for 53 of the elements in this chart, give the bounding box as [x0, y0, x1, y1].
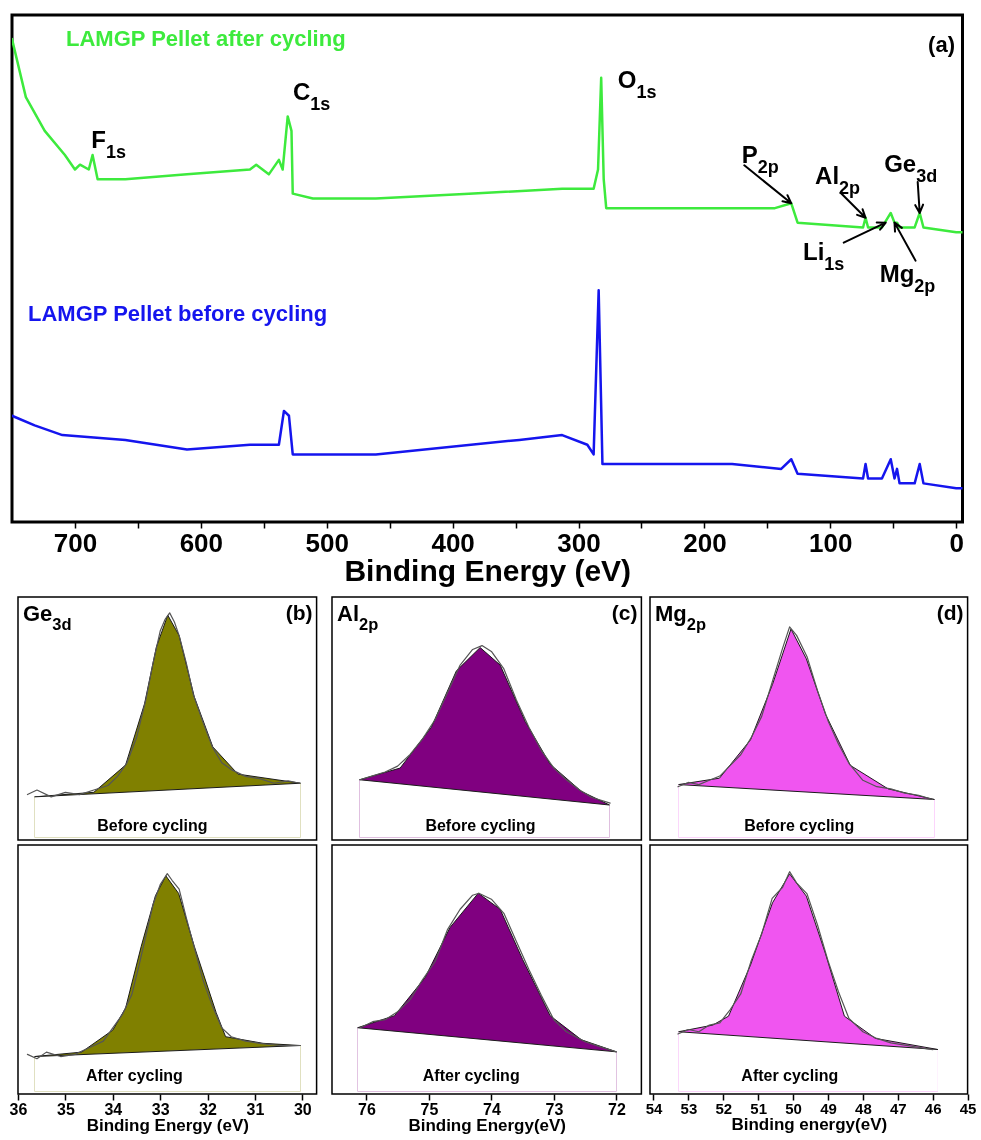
x-tick-label: 600: [179, 527, 224, 558]
annotation: Before cycling: [743, 817, 854, 834]
x-tick-label: 75: [420, 1101, 438, 1119]
annotation: (b): [285, 601, 313, 624]
x-tick-label: 0: [949, 527, 964, 558]
annotation: Ge$_{3d}$: [884, 149, 938, 186]
x-tick-label: 32: [198, 1101, 217, 1119]
x-axis-title: Binding Energy (eV): [86, 1116, 249, 1136]
annotation: Li$_{1s}$: [803, 237, 845, 274]
x-tick-label: 54: [645, 1100, 663, 1118]
annotation: After cycling: [422, 1067, 520, 1084]
annotation: Al$_{2p}$: [815, 161, 861, 198]
x-tick-label: 73: [545, 1101, 563, 1119]
annotation: After cycling: [85, 1067, 183, 1084]
x-tick-label: 74: [482, 1101, 501, 1119]
x-tick-label: 700: [53, 527, 98, 558]
x-tick-label: 45: [959, 1100, 976, 1118]
x-axis-title: Binding Energy(eV): [407, 1116, 566, 1136]
x-tick-label: 47: [889, 1100, 907, 1118]
text: (c): [611, 601, 637, 624]
x-tick-label: 100: [809, 527, 853, 558]
x-tick-label: 30: [293, 1101, 312, 1119]
x-tick-label: 33: [151, 1101, 170, 1119]
x-tick-label: 36: [9, 1101, 27, 1119]
text: (d): [936, 601, 964, 624]
x-axis-title: Binding energy(eV): [730, 1115, 887, 1135]
x-tick-label: 50: [784, 1100, 802, 1118]
x-tick-label: 200: [683, 527, 727, 558]
chart-title: Al$_{2p}$: [336, 601, 378, 633]
chart-title: Ge$_{3d}$: [22, 601, 72, 633]
x-tick-label: 31: [246, 1101, 264, 1119]
x-tick-label: 76: [357, 1101, 376, 1119]
annotation: C$_{1s}$: [293, 78, 331, 115]
annotation: O$_{1s}$: [617, 65, 657, 102]
annotation: Before cycling: [425, 817, 536, 834]
annotation: After cycling: [740, 1067, 838, 1084]
text: LAMGP Pellet after cycling: [66, 26, 346, 51]
annotation: P$_{2p}$: [741, 141, 779, 178]
x-tick-label: 46: [924, 1100, 942, 1118]
annotation: F$_{1s}$: [91, 126, 126, 163]
x-tick-label: 49: [819, 1100, 837, 1118]
annotation: Before cycling: [96, 817, 207, 834]
x-tick-label: 48: [854, 1100, 872, 1118]
annotation: Mg$_{2p}$: [879, 259, 936, 296]
annotation: (a): [928, 32, 955, 57]
text: LAMGP Pellet before cycling: [28, 301, 328, 326]
x-tick-label: 35: [56, 1101, 75, 1119]
x-tick-label: 34: [103, 1101, 122, 1119]
x-tick-label: 72: [607, 1101, 626, 1119]
x-tick-label: 51: [749, 1100, 767, 1118]
x-tick-label: 52: [714, 1100, 732, 1118]
x-tick-label: 53: [680, 1100, 697, 1118]
chart-title: Mg$_{2p}$: [654, 601, 706, 633]
